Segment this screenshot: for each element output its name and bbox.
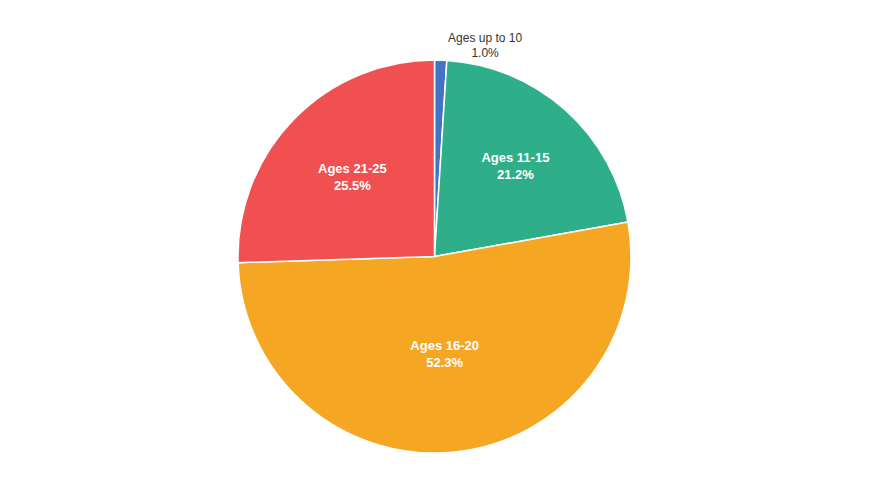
svg-text:Ages 21-2525.5%: Ages 21-2525.5% [318,161,387,193]
svg-text:Ages 16-2052.3%: Ages 16-2052.3% [410,338,479,370]
svg-text:Ages up to 101.0%: Ages up to 101.0% [448,31,522,61]
svg-text:Ages 11-1521.2%: Ages 11-1521.2% [481,150,549,182]
